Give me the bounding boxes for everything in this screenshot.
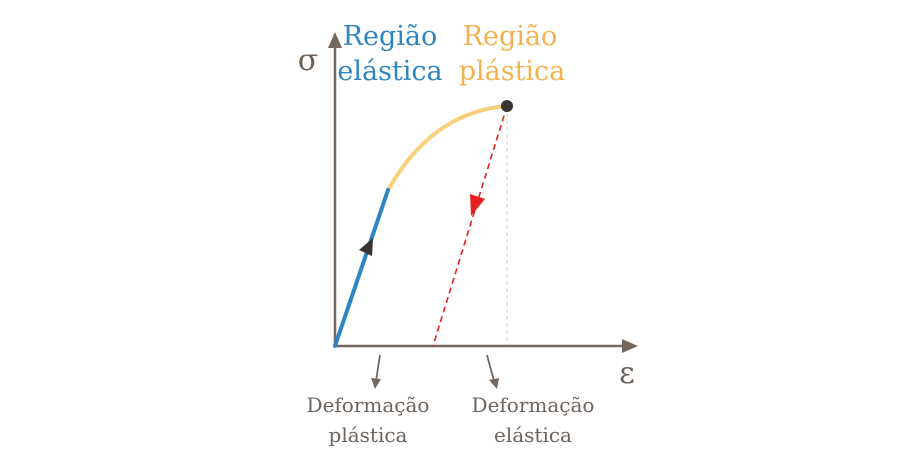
plastic-deformation-label-line2: plástica (329, 423, 408, 447)
x-axis-symbol: ε (619, 356, 635, 391)
elastic-region-label-line1: Região (343, 21, 438, 52)
elastic-deformation-label-line1: Deformação (472, 393, 595, 417)
plastic-deformation-label-line1: Deformação (307, 393, 430, 417)
plastic-deformation-pointer-line (375, 354, 381, 382)
elastic-deformation-label-line2: elástica (494, 423, 572, 447)
plastic-region-label-line2: plástica (459, 56, 566, 87)
yield-end-point (501, 100, 513, 112)
elastic-line (333, 188, 390, 348)
y-axis-symbol: σ (298, 43, 318, 78)
plastic-region-label-line1: Região (463, 21, 558, 52)
unloading-line (432, 105, 508, 347)
elastic-region-label-line2: elástica (337, 56, 442, 87)
elastic-deformation-pointer-head (489, 378, 499, 389)
plastic-curve (386, 104, 509, 192)
x-axis-arrowhead (622, 339, 638, 353)
unloading-direction-arrow (470, 194, 485, 216)
elastic-deformation-pointer-line (486, 354, 495, 382)
loading-direction-arrow (359, 238, 373, 256)
plastic-deformation-pointer-head (371, 378, 381, 389)
y-axis-arrowhead (328, 32, 342, 48)
